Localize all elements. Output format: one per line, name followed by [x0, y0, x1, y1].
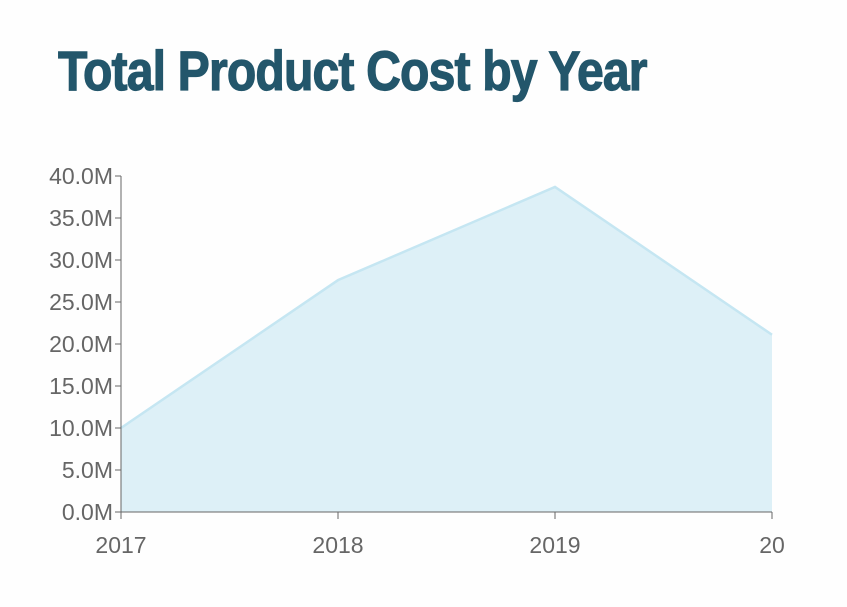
y-axis: 0.0M 5.0M 10.0M 15.0M 20.0M 25.0M 30.0M 35.0M 40… — [49, 163, 122, 525]
chart-title: Total Product Cost by Year — [57, 38, 648, 102]
y-tick-label: 0.0M — [62, 499, 113, 525]
y-tick-label: 15.0M — [49, 373, 113, 399]
x-tick-label: 20 — [759, 532, 785, 558]
y-tick-label: 10.0M — [49, 415, 113, 441]
area-layer — [120, 185, 773, 513]
y-tick-label: 25.0M — [49, 289, 113, 315]
area-line-series-0 — [120, 185, 773, 430]
y-tick-label: 20.0M — [49, 331, 113, 357]
x-axis: 2017 2018 2019 20 — [95, 511, 785, 558]
x-tick-label: 2018 — [312, 532, 363, 558]
area-fill-series-0 — [121, 186, 772, 513]
x-tick-label: 2017 — [95, 532, 146, 558]
x-tick-label: 2019 — [529, 532, 580, 558]
y-tick-label: 30.0M — [49, 247, 113, 273]
y-tick-label: 5.0M — [62, 457, 113, 483]
y-tick-label: 35.0M — [49, 205, 113, 231]
y-tick-label: 40.0M — [49, 163, 113, 189]
